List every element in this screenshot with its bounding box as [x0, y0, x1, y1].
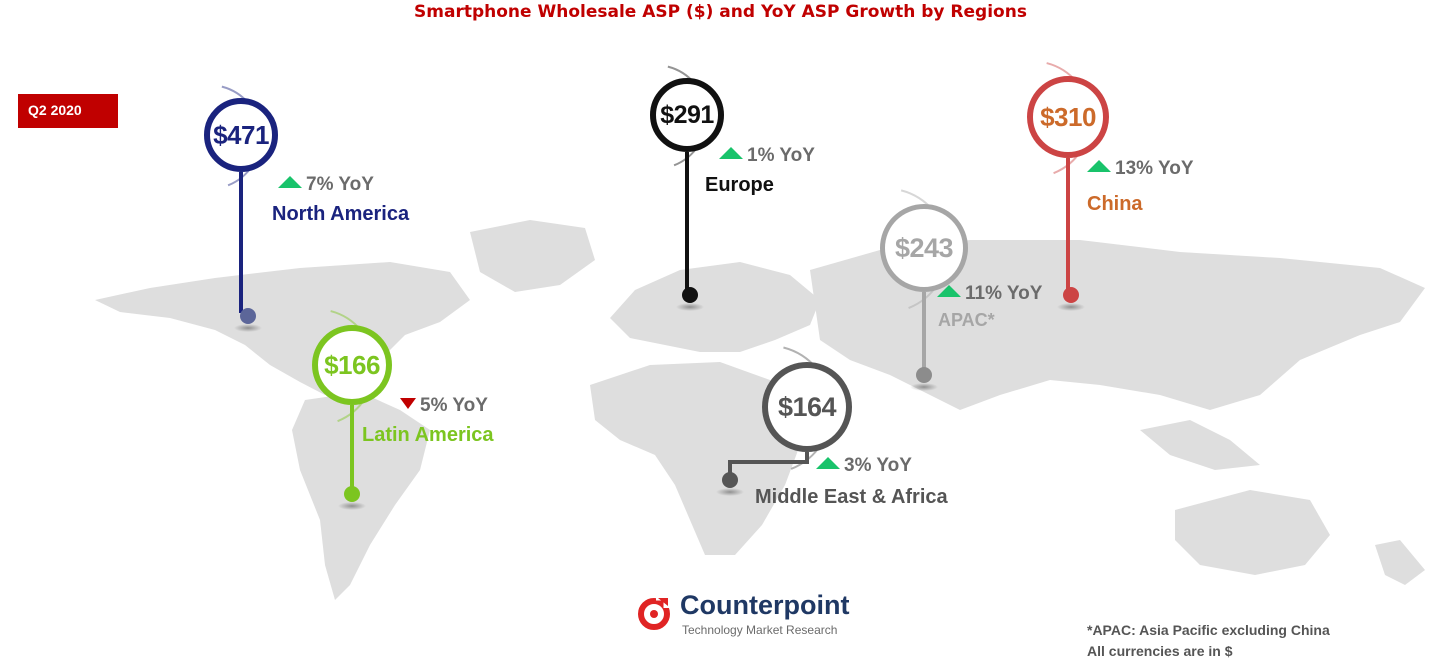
- up-arrow-icon: [278, 176, 302, 188]
- pin-north-america: [221, 85, 262, 332]
- bubble-europe: $291: [650, 78, 724, 152]
- pin-apac: [900, 189, 949, 391]
- continent-asia: [810, 240, 1425, 410]
- yoy-value: 1% YoY: [747, 145, 815, 166]
- pin-shadow: [910, 383, 938, 391]
- pin-dot: [240, 308, 256, 324]
- bubble-china: $310: [1027, 76, 1109, 158]
- label-latin-america: Latin America: [362, 424, 494, 446]
- yoy-value: 7% YoY: [306, 174, 374, 195]
- bubble-mea: $164: [762, 362, 852, 452]
- up-arrow-icon: [816, 457, 840, 469]
- pin-dot: [682, 287, 698, 303]
- pin-shadow: [338, 502, 366, 510]
- pin-stem: [728, 452, 809, 478]
- yoy-latin-america: 5% YoY: [400, 395, 488, 417]
- yoy-value: 5% YoY: [420, 395, 488, 416]
- footnote: *APAC: Asia Pacific excluding China All …: [1087, 620, 1330, 662]
- greenland: [470, 220, 595, 292]
- bubble-north-america: $471: [204, 98, 278, 172]
- up-arrow-icon: [719, 147, 743, 159]
- label-mea: Middle East & Africa: [755, 486, 948, 508]
- label-china: China: [1087, 193, 1143, 215]
- yoy-value: 3% YoY: [844, 455, 912, 476]
- period-badge: Q2 2020: [18, 94, 118, 128]
- yoy-value: 11% YoY: [965, 283, 1043, 304]
- pin-shadow: [716, 488, 744, 496]
- yoy-europe: 1% YoY: [719, 145, 815, 167]
- continent-south-america: [292, 392, 430, 600]
- pin-shadow: [676, 303, 704, 311]
- yoy-china: 13% YoY: [1087, 158, 1194, 180]
- continent-africa: [590, 362, 800, 555]
- yoy-north-america: 7% YoY: [278, 174, 374, 196]
- yoy-mea: 3% YoY: [816, 455, 912, 477]
- counterpoint-logo-icon: [638, 592, 673, 630]
- label-europe: Europe: [705, 174, 774, 196]
- pin-dot: [916, 367, 932, 383]
- continent-europe: [610, 262, 820, 352]
- logo-name: Counterpoint: [680, 590, 850, 620]
- label-apac: APAC*: [938, 310, 995, 330]
- logo-tagline: Technology Market Research: [682, 623, 838, 637]
- continent-north-america: [95, 262, 470, 395]
- pin-shadow: [1057, 303, 1085, 311]
- footnote-apac: *APAC: Asia Pacific excluding China: [1087, 622, 1330, 638]
- bubble-apac: $243: [880, 204, 968, 292]
- yoy-apac: 11% YoY: [937, 283, 1042, 305]
- continents: [95, 220, 1425, 600]
- footnote-currency: All currencies are in $: [1087, 643, 1233, 659]
- new-zealand: [1375, 540, 1425, 585]
- yoy-value: 13% YoY: [1115, 158, 1194, 179]
- pin-dot: [344, 486, 360, 502]
- continent-oceania: [1175, 490, 1330, 575]
- pin-dot: [1063, 287, 1079, 303]
- bubble-latin-america: $166: [312, 325, 392, 405]
- pin-dot: [722, 472, 738, 488]
- pin-shadow: [234, 324, 262, 332]
- southeast-asia: [1140, 420, 1260, 470]
- up-arrow-icon: [1087, 160, 1111, 172]
- label-north-america: North America: [272, 203, 410, 225]
- down-arrow-icon: [400, 398, 416, 409]
- up-arrow-icon: [937, 285, 961, 297]
- chart-title: Smartphone Wholesale ASP ($) and YoY ASP…: [414, 2, 1027, 22]
